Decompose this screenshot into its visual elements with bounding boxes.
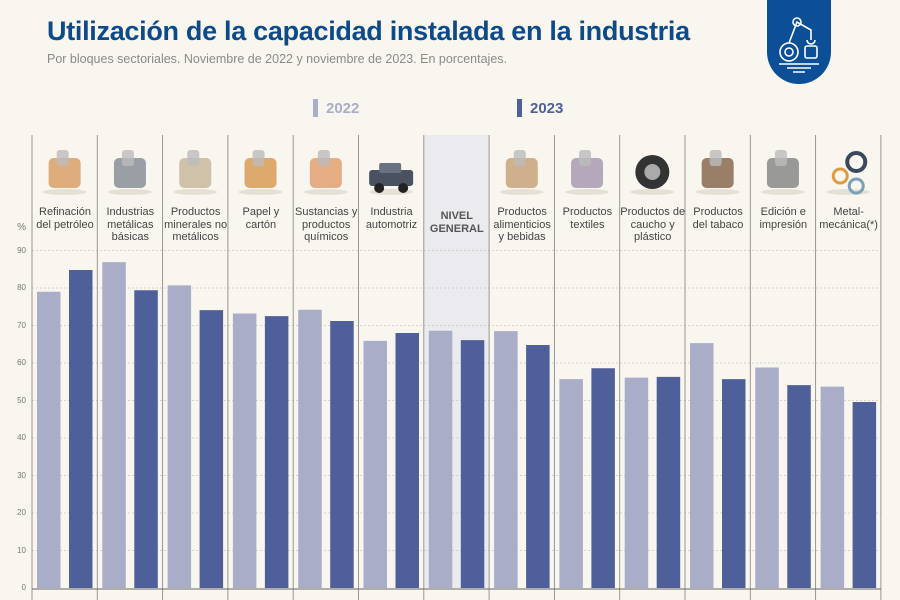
category-label: Productos de caucho y plástico (620, 206, 686, 243)
y-tick-label: 10 (17, 545, 26, 555)
legend-label-2022: 2022 (326, 99, 360, 117)
y-tick-label: 90 (17, 245, 26, 255)
industrial-robot-arm-icon (767, 0, 831, 84)
bar-2023 (591, 368, 615, 588)
legend-swatch-2022 (313, 99, 318, 117)
bar-2023 (852, 402, 877, 588)
y-tick-label: 20 (17, 508, 26, 517)
tobacco-pipe-icon (695, 150, 740, 195)
bar-2023 (134, 290, 158, 588)
bar-2023 (69, 270, 93, 588)
y-tick-label: 50 (17, 395, 26, 405)
category-label: Metal-mecánica(*) (819, 206, 878, 231)
category-label: Productos del tabaco (692, 206, 744, 231)
bar-2022 (755, 367, 779, 588)
bar-2023 (199, 310, 224, 588)
y-axis-unit: % (17, 222, 26, 233)
y-tick-label: 0 (21, 583, 26, 592)
bar-2023 (787, 385, 811, 588)
y-tick-label: 80 (17, 283, 26, 292)
y-tick-label: 60 (17, 358, 26, 367)
legend-item-2023: 2023 (517, 99, 563, 117)
bar-2022 (363, 340, 387, 588)
pickup-truck-icon (369, 163, 414, 195)
bar-2022 (820, 386, 845, 588)
category-label: Papel y cartón (242, 206, 280, 231)
bar-2022 (102, 262, 126, 588)
page-title: Utilización de la capacidad instalada en… (47, 16, 690, 46)
category-label: Industria automotriz (365, 206, 418, 231)
cardboard-box-icon (238, 150, 283, 195)
gears-icon (826, 151, 871, 195)
y-tick-label: 40 (17, 433, 26, 442)
category-label: Industrias metálicas básicas (106, 206, 155, 243)
bar-2023 (526, 345, 550, 588)
bar-2023 (264, 316, 289, 588)
bar-2023 (395, 333, 419, 588)
bar-2022 (559, 379, 583, 588)
tire-icon (630, 155, 675, 195)
paper-rolls-icon (760, 150, 805, 195)
chemistry-flask-icon (303, 150, 348, 195)
milk-bread-icon (499, 150, 544, 195)
bar-2022 (167, 285, 192, 588)
category-label: NIVEL GENERAL (429, 210, 484, 235)
bar-2022 (494, 331, 518, 588)
bar-2023 (722, 379, 746, 588)
category-label: Sustancias y productos químicos (295, 206, 358, 243)
steel-ladle-icon (107, 150, 152, 195)
bar-2022 (624, 377, 649, 588)
y-tick-label: 70 (17, 320, 26, 330)
page-subtitle: Por bloques sectoriales. Noviembre de 20… (47, 52, 507, 66)
bar-2023 (656, 376, 681, 588)
cement-mixer-icon (173, 150, 218, 195)
oil-refinery-icon (42, 150, 87, 195)
category-label: Refinación del petróleo (36, 206, 94, 231)
category-label: Productos minerales no metálicos (164, 206, 228, 243)
y-tick-label: 30 (17, 470, 26, 480)
bar-2023 (460, 340, 485, 588)
bar-2022 (37, 291, 61, 588)
category-label: Productos textiles (562, 206, 613, 231)
legend-label-2023: 2023 (530, 99, 564, 117)
bar-2022 (690, 343, 714, 588)
bar-2022 (232, 313, 257, 588)
bar-2022 (428, 330, 453, 588)
bar-2022 (298, 309, 322, 588)
category-label: Productos alimenticios y bebidas (493, 206, 551, 243)
legend-item-2022: 2022 (313, 99, 359, 117)
category-label: Edición e impresión (759, 206, 808, 231)
legend-swatch-2023 (517, 99, 522, 117)
bar-2023 (330, 321, 354, 588)
fabric-rolls-icon (565, 150, 610, 195)
